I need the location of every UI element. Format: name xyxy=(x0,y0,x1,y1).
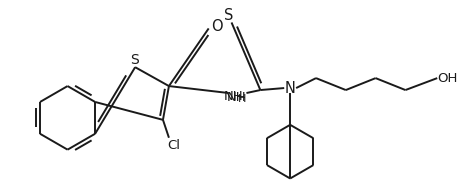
Text: NH: NH xyxy=(224,91,243,103)
Text: N: N xyxy=(285,80,295,96)
Text: H: H xyxy=(238,94,246,104)
Text: Cl: Cl xyxy=(167,139,180,152)
Text: S: S xyxy=(224,8,233,23)
Text: OH: OH xyxy=(437,72,458,85)
Text: O: O xyxy=(211,19,223,34)
Text: NH: NH xyxy=(227,91,246,104)
Text: S: S xyxy=(130,53,138,67)
